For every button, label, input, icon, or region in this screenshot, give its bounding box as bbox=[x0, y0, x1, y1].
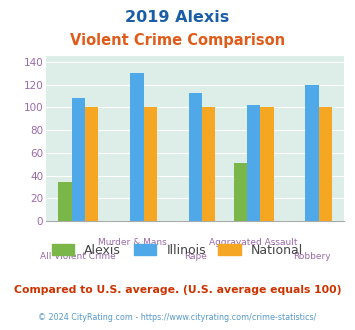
Text: 2019 Alexis: 2019 Alexis bbox=[125, 10, 230, 25]
Legend: Alexis, Illinois, National: Alexis, Illinois, National bbox=[47, 239, 308, 262]
Bar bbox=[305, 84, 319, 221]
Bar bbox=[202, 107, 215, 221]
Text: Rape: Rape bbox=[184, 252, 207, 261]
Text: © 2024 CityRating.com - https://www.cityrating.com/crime-statistics/: © 2024 CityRating.com - https://www.city… bbox=[38, 314, 317, 322]
Bar bbox=[189, 92, 202, 221]
Text: Violent Crime Comparison: Violent Crime Comparison bbox=[70, 33, 285, 48]
Text: All Violent Crime: All Violent Crime bbox=[40, 252, 116, 261]
Text: Robbery: Robbery bbox=[293, 252, 331, 261]
Bar bbox=[247, 105, 261, 221]
Text: Murder & Mans...: Murder & Mans... bbox=[98, 238, 175, 247]
Text: Aggravated Assault: Aggravated Assault bbox=[209, 238, 298, 247]
Bar bbox=[85, 107, 98, 221]
Bar bbox=[143, 107, 157, 221]
Text: Compared to U.S. average. (U.S. average equals 100): Compared to U.S. average. (U.S. average … bbox=[14, 285, 341, 295]
Bar bbox=[319, 107, 332, 221]
Bar bbox=[234, 163, 247, 221]
Bar bbox=[58, 182, 72, 221]
Bar bbox=[261, 107, 274, 221]
Bar bbox=[72, 98, 85, 221]
Bar bbox=[130, 73, 143, 221]
